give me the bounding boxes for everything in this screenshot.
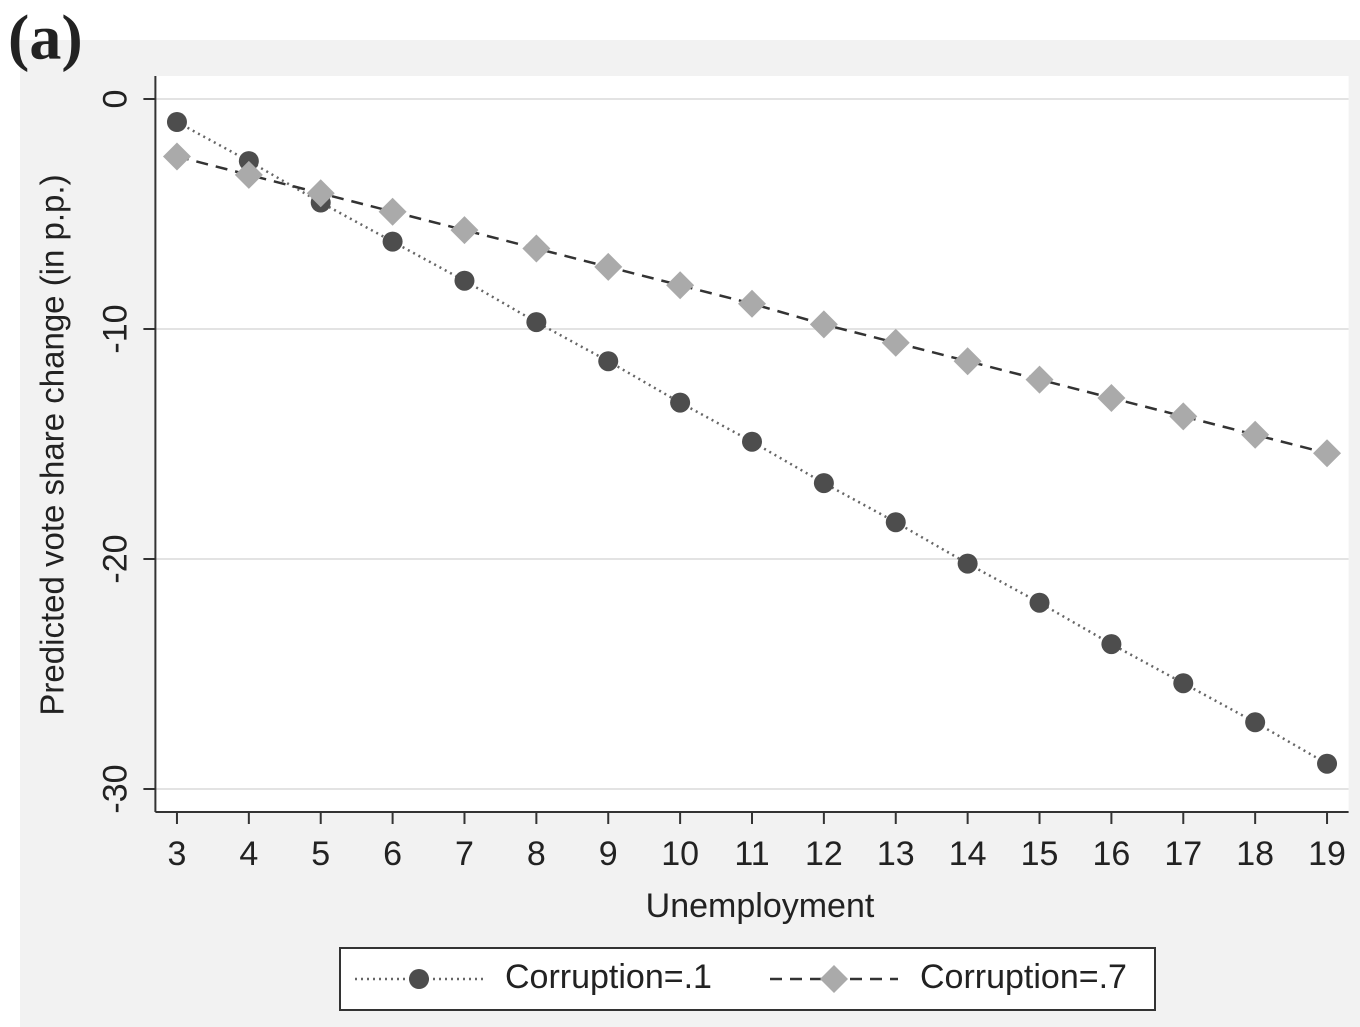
marker	[1313, 439, 1342, 468]
marker	[1101, 634, 1122, 655]
series-line	[176, 155, 1328, 455]
marker	[450, 216, 479, 245]
x-tick-label: 17	[1164, 835, 1202, 873]
marker	[522, 234, 551, 263]
marker	[306, 179, 335, 208]
marker	[594, 252, 623, 281]
marker	[957, 553, 978, 574]
x-tick-label: 14	[949, 835, 987, 873]
x-tick-label: 6	[383, 835, 402, 873]
x-tick-label: 9	[599, 835, 618, 873]
y-tick-label: -10	[96, 304, 134, 353]
x-tick-label: 7	[455, 835, 474, 873]
panel-label: (a)	[8, 2, 83, 73]
legend-marker	[409, 969, 429, 989]
x-tick-label: 8	[527, 835, 546, 873]
x-tick-label: 15	[1021, 835, 1059, 873]
marker	[378, 197, 407, 226]
x-tick-label: 3	[168, 835, 187, 873]
marker	[598, 351, 619, 372]
x-tick-label: 5	[311, 835, 330, 873]
marker	[885, 512, 906, 533]
marker	[1317, 753, 1338, 774]
legend-label: Corruption=.7	[920, 958, 1127, 996]
marker	[1241, 420, 1270, 449]
x-tick-label: 11	[734, 835, 769, 873]
y-tick-label: -30	[96, 764, 134, 813]
y-axis-label: Predicted vote share change (in p.p.)	[34, 174, 71, 715]
marker	[666, 271, 695, 300]
marker	[1097, 384, 1126, 412]
marker	[162, 142, 191, 171]
x-tick-label: 18	[1236, 835, 1274, 873]
x-tick-label: 19	[1308, 835, 1346, 873]
legend-label: Corruption=.1	[505, 958, 712, 996]
marker	[1025, 365, 1054, 394]
x-tick-label: 12	[805, 835, 843, 873]
x-tick-label: 13	[877, 835, 915, 873]
marker	[166, 112, 187, 132]
marker	[1029, 592, 1050, 613]
legend-marker	[820, 965, 848, 993]
y-tick-label: -20	[96, 534, 134, 583]
x-tick-label: 10	[661, 835, 699, 873]
x-axis-label: Unemployment	[646, 887, 875, 925]
marker	[1173, 673, 1194, 694]
x-tick-label: 4	[239, 835, 258, 873]
marker	[454, 270, 475, 291]
marker	[953, 347, 982, 376]
marker	[738, 289, 766, 318]
marker	[234, 160, 263, 189]
marker	[881, 328, 910, 357]
x-tick-label: 16	[1092, 835, 1130, 873]
marker	[813, 473, 834, 494]
y-tick-label: 0	[96, 90, 134, 109]
marker	[526, 312, 547, 333]
marker	[742, 431, 762, 452]
marker	[809, 310, 838, 339]
marker	[1245, 712, 1266, 733]
marker	[1169, 402, 1198, 431]
marker	[382, 231, 403, 252]
marker	[670, 392, 691, 413]
